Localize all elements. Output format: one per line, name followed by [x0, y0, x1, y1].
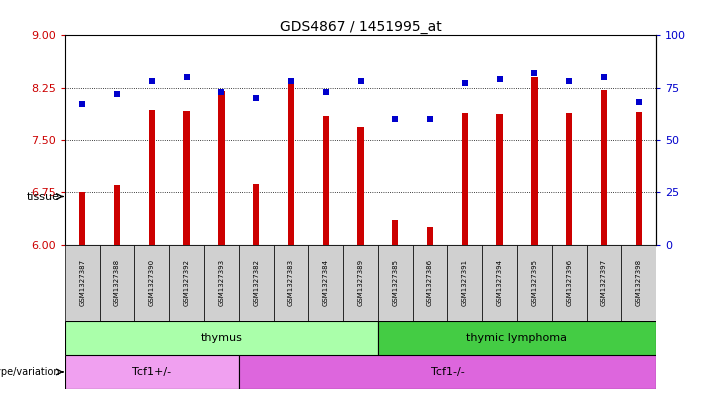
Text: GSM1327391: GSM1327391: [462, 259, 468, 306]
Text: GSM1327393: GSM1327393: [218, 259, 224, 306]
Bar: [587, 244, 622, 321]
Text: GSM1327392: GSM1327392: [184, 259, 190, 306]
Text: GSM1327382: GSM1327382: [253, 259, 259, 306]
Bar: [392, 220, 399, 244]
Bar: [288, 83, 294, 244]
Bar: [149, 110, 155, 244]
Bar: [482, 244, 517, 321]
Text: genotype/variation: genotype/variation: [0, 367, 60, 377]
Bar: [114, 185, 120, 244]
Text: GSM1327383: GSM1327383: [288, 259, 294, 306]
Text: thymus: thymus: [200, 333, 242, 343]
Bar: [378, 321, 656, 355]
Bar: [273, 244, 309, 321]
Bar: [183, 111, 190, 244]
Bar: [622, 244, 656, 321]
Bar: [601, 90, 607, 244]
Bar: [343, 244, 378, 321]
Text: GSM1327396: GSM1327396: [566, 259, 572, 306]
Bar: [309, 244, 343, 321]
Text: GSM1327394: GSM1327394: [497, 259, 503, 306]
Text: GSM1327384: GSM1327384: [323, 259, 329, 306]
Bar: [566, 114, 572, 244]
Text: thymic lymphoma: thymic lymphoma: [466, 333, 567, 343]
Bar: [531, 77, 538, 244]
Bar: [239, 355, 656, 389]
Bar: [239, 244, 273, 321]
Text: GSM1327398: GSM1327398: [636, 259, 642, 306]
Bar: [461, 114, 468, 244]
Bar: [204, 244, 239, 321]
Text: GSM1327388: GSM1327388: [114, 259, 120, 306]
Text: tissue: tissue: [27, 191, 60, 202]
Title: GDS4867 / 1451995_at: GDS4867 / 1451995_at: [280, 20, 441, 34]
Text: GSM1327397: GSM1327397: [601, 259, 607, 306]
Bar: [253, 184, 260, 244]
Text: Tcf1+/-: Tcf1+/-: [132, 367, 172, 377]
Text: Tcf1-/-: Tcf1-/-: [430, 367, 464, 377]
Bar: [552, 244, 587, 321]
Bar: [427, 227, 433, 244]
Bar: [358, 127, 363, 244]
Text: GSM1327389: GSM1327389: [358, 259, 363, 306]
Bar: [322, 116, 329, 244]
Bar: [65, 244, 99, 321]
Text: GSM1327390: GSM1327390: [149, 259, 155, 306]
Bar: [378, 244, 412, 321]
Bar: [448, 244, 482, 321]
Bar: [65, 321, 378, 355]
Bar: [79, 192, 85, 244]
Bar: [218, 91, 224, 244]
Bar: [412, 244, 448, 321]
Bar: [65, 355, 239, 389]
Text: GSM1327386: GSM1327386: [427, 259, 433, 306]
Bar: [134, 244, 169, 321]
Bar: [636, 112, 642, 244]
Bar: [517, 244, 552, 321]
Bar: [99, 244, 134, 321]
Text: GSM1327385: GSM1327385: [392, 259, 398, 306]
Text: GSM1327387: GSM1327387: [79, 259, 85, 306]
Bar: [169, 244, 204, 321]
Bar: [497, 114, 503, 244]
Text: GSM1327395: GSM1327395: [531, 259, 537, 306]
